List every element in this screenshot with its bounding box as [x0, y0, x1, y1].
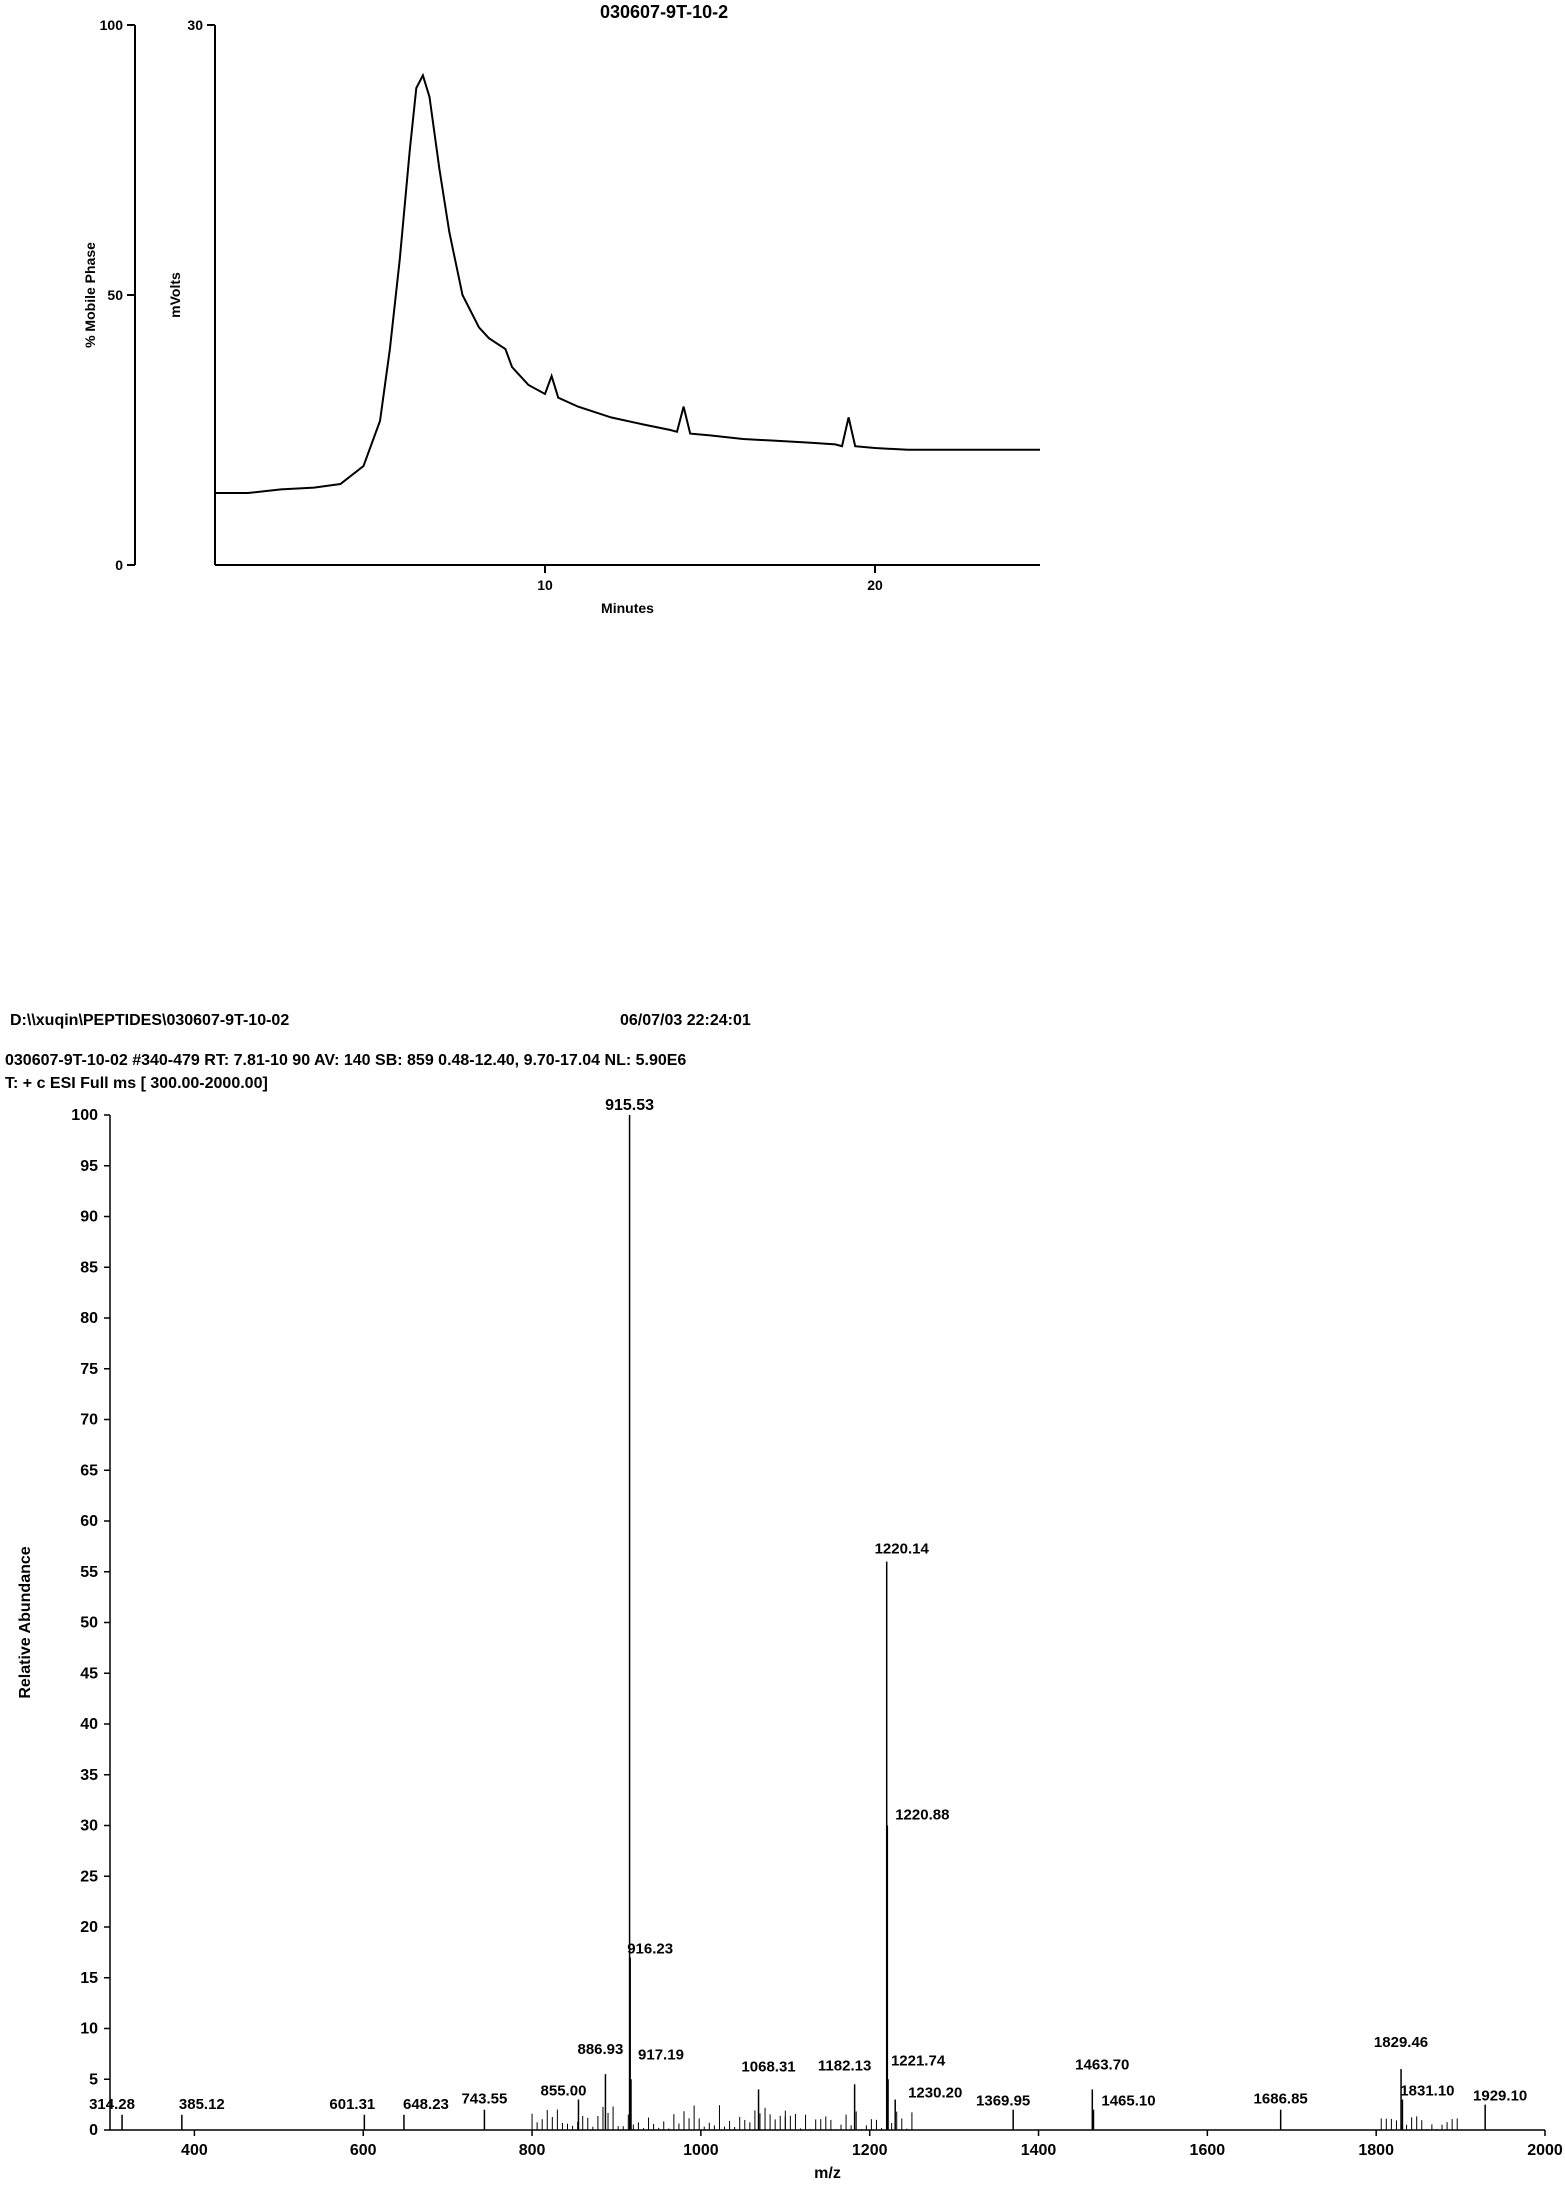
ms-peak-label: 1686.85 — [1254, 2091, 1308, 2108]
ms-xtick: 800 — [519, 2142, 546, 2159]
ms-ytick: 35 — [80, 1767, 98, 1784]
ms-peak-label: 917.19 — [638, 2046, 684, 2063]
ms-ytick: 0 — [89, 2122, 98, 2139]
x-axis-label: Minutes — [601, 600, 654, 616]
ms-xtick: 600 — [350, 2142, 377, 2159]
ms-ytick: 80 — [80, 1310, 98, 1327]
ms-ytick: 75 — [80, 1361, 98, 1378]
ms-ytick: 90 — [80, 1209, 98, 1226]
ms-peak-label: 1068.31 — [741, 2058, 795, 2075]
ms-peak-label: 648.23 — [403, 2096, 449, 2113]
ms-peak-label: 916.23 — [627, 1940, 673, 1957]
chromatogram-trace — [215, 75, 1040, 493]
ms-ytick: 85 — [80, 1259, 98, 1276]
x-axis-tick: 20 — [867, 577, 883, 593]
ms-ytick: 5 — [89, 2071, 98, 2088]
chromatogram-svg: 030607-9T-10-2 0 50 100 % Mobile Phase 30 mVol… — [80, 0, 1080, 630]
x-axis-tick: 10 — [537, 577, 553, 593]
left-axis-tick: 100 — [100, 17, 124, 33]
left-axis-label: % Mobile Phase — [82, 242, 98, 348]
ms-path: D:\\xuqin\PEPTIDES\030607-9T-10-02 — [10, 1012, 289, 1029]
ms-peak-label: 1369.95 — [976, 2093, 1030, 2110]
ms-xtick: 1800 — [1358, 2142, 1394, 2159]
ms-peak-label: 1230.20 — [908, 2085, 962, 2102]
ms-peak-label: 886.93 — [577, 2041, 623, 2058]
ms-xtick: 1000 — [683, 2142, 719, 2159]
ms-ytick: 95 — [80, 1158, 98, 1175]
ms-line2: 030607-9T-10-02 #340-479 RT: 7.81-10 90 … — [5, 1052, 686, 1069]
ms-ytick: 100 — [71, 1107, 98, 1124]
ms-peak-label: 314.28 — [89, 2096, 135, 2113]
ms-ytick: 60 — [80, 1513, 98, 1530]
ms-ytick: 20 — [80, 1919, 98, 1936]
ms-xtick: 1400 — [1021, 2142, 1057, 2159]
ms-base-peak-label: 915.53 — [605, 1097, 654, 1114]
ms-peak-label: 1182.13 — [818, 2057, 871, 2074]
chromatogram-panel: 030607-9T-10-2 0 50 100 % Mobile Phase 30 mVol… — [80, 0, 1080, 630]
ms-peak-label: 601.31 — [329, 2096, 375, 2113]
ms-peak-label: 743.55 — [461, 2091, 507, 2108]
ms-ytick: 30 — [80, 1818, 98, 1835]
ms-peak-label: 1929.10 — [1473, 2088, 1527, 2105]
ms-xlabel: m/z — [814, 2165, 841, 2182]
ms-timestamp: 06/07/03 22:24:01 — [620, 1012, 751, 1029]
ms-ytick: 10 — [80, 2021, 98, 2038]
ms-peak-label: 1220.14 — [875, 1541, 930, 1558]
inner-axis-tick: 30 — [187, 17, 203, 33]
ms-ytick: 40 — [80, 1716, 98, 1733]
ms-peak-label: 1220.88 — [895, 1807, 949, 1824]
ms-ylabel: Relative Abundance — [17, 1546, 34, 1698]
ms-xtick: 1200 — [852, 2142, 888, 2159]
page: 030607-9T-10-2050100% Mobile Phase30mVol… — [0, 0, 1565, 2208]
ms-panel: D:\\xuqin\PEPTIDES\030607-9T-10-02 06/07/… — [0, 1000, 1565, 2200]
ms-ytick: 65 — [80, 1462, 98, 1479]
ms-spectrum-svg: D:\\xuqin\PEPTIDES\030607-9T-10-02 06/07/… — [0, 1000, 1565, 2200]
inner-axis-label: mVolts — [167, 272, 183, 318]
ms-xtick: 400 — [181, 2142, 208, 2159]
ms-peak-label: 1831.10 — [1400, 2083, 1454, 2100]
ms-peak-label: 1829.46 — [1374, 2034, 1428, 2051]
ms-ytick: 15 — [80, 1970, 98, 1987]
ms-xtick: 1600 — [1190, 2142, 1226, 2159]
ms-ytick: 45 — [80, 1665, 98, 1682]
left-axis-tick: 0 — [115, 557, 123, 573]
ms-line3: T: + c ESI Full ms [ 300.00-2000.00] — [5, 1075, 268, 1092]
ms-peak-label: 855.00 — [541, 2083, 587, 2100]
ms-peak-label: 1463.70 — [1075, 2056, 1129, 2073]
ms-peak-label: 385.12 — [179, 2096, 225, 2113]
ms-peak-label: 1221.74 — [891, 2052, 946, 2069]
left-axis-tick: 50 — [107, 287, 123, 303]
ms-ytick: 50 — [80, 1615, 98, 1632]
ms-ytick: 70 — [80, 1412, 98, 1429]
chart-title: 030607-9T-10-2 — [600, 2, 728, 22]
ms-peak-label: 1465.10 — [1101, 2093, 1155, 2110]
ms-ytick: 55 — [80, 1564, 98, 1581]
ms-xtick: 2000 — [1527, 2142, 1563, 2159]
ms-ytick: 25 — [80, 1868, 98, 1885]
